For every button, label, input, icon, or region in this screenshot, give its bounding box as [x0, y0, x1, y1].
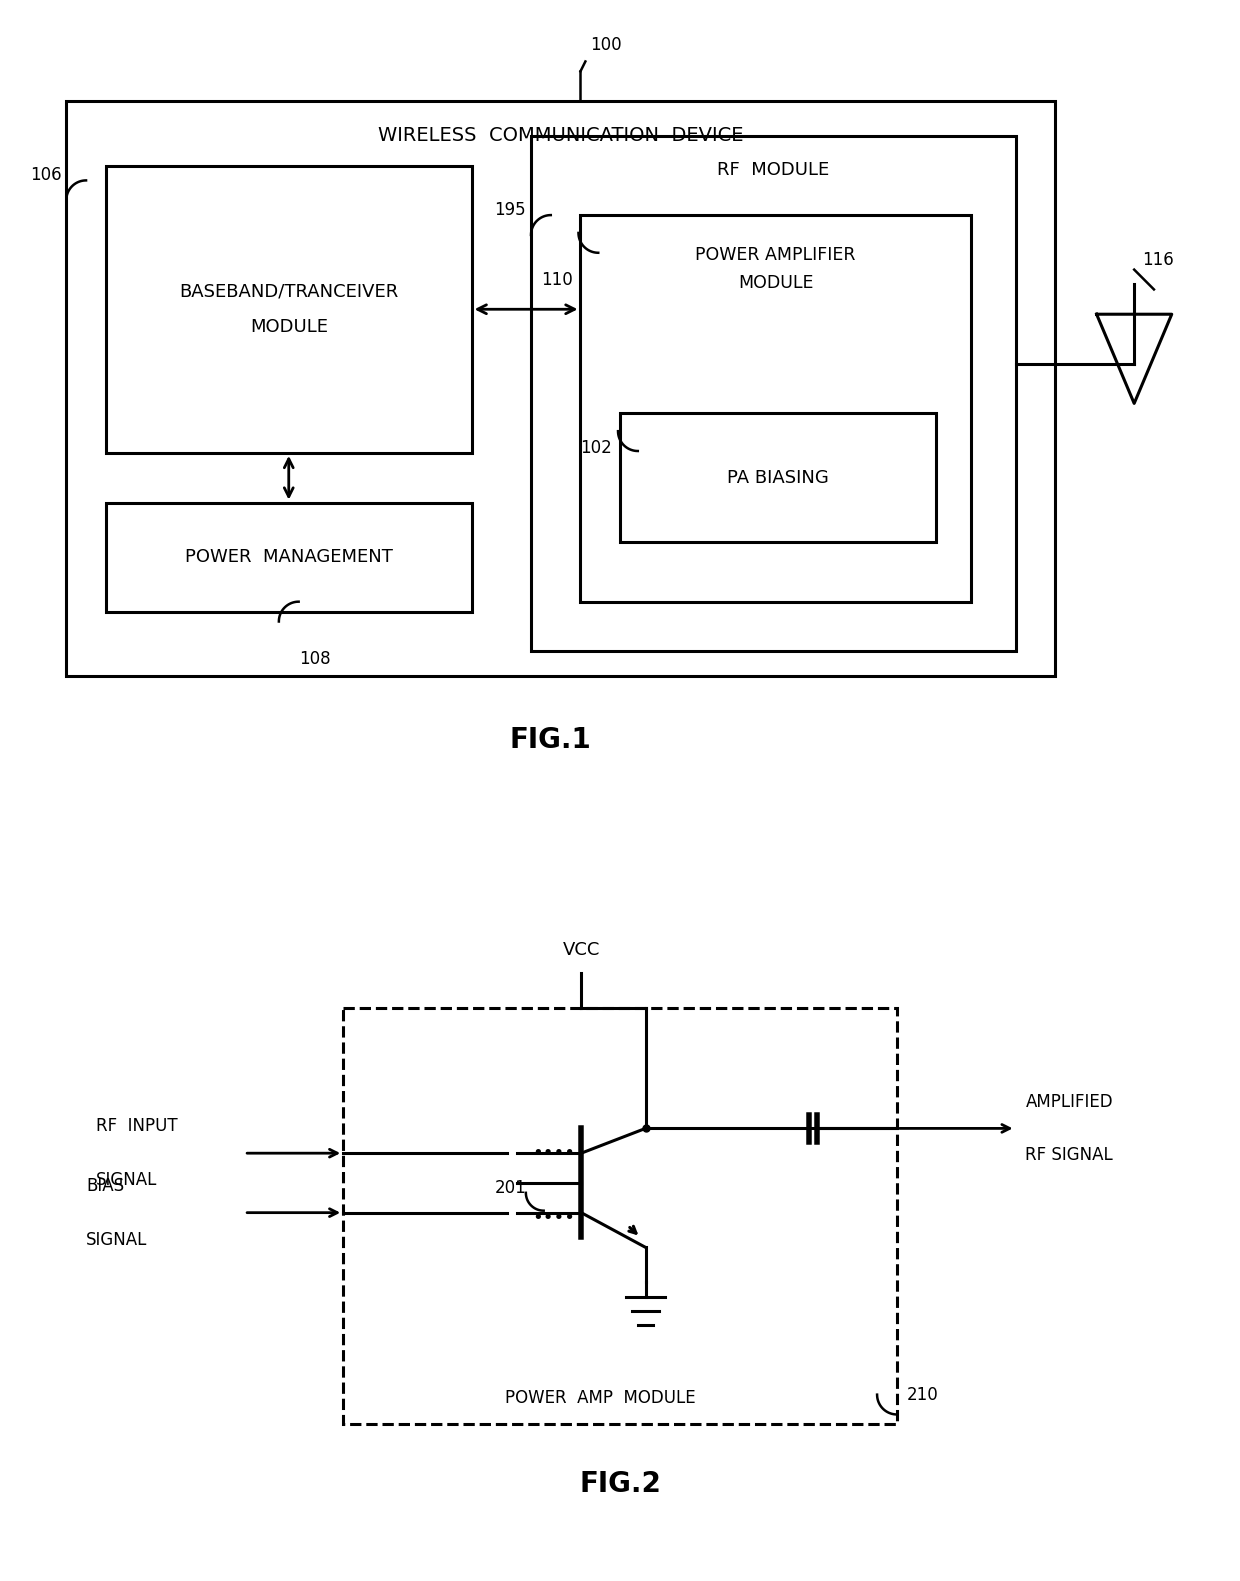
Text: 201: 201: [495, 1179, 527, 1197]
Text: 108: 108: [299, 650, 330, 669]
Text: SIGNAL: SIGNAL: [95, 1172, 157, 1189]
Text: MODULE: MODULE: [249, 318, 327, 337]
Text: VCC: VCC: [563, 941, 600, 958]
Text: POWER  AMP  MODULE: POWER AMP MODULE: [505, 1388, 696, 1407]
Text: POWER AMPLIFIER: POWER AMPLIFIER: [696, 245, 856, 264]
Text: PA BIASING: PA BIASING: [728, 470, 830, 487]
Text: 100: 100: [590, 35, 622, 54]
Text: ••••: ••••: [532, 1208, 575, 1227]
Text: RF  MODULE: RF MODULE: [717, 161, 830, 180]
FancyBboxPatch shape: [580, 215, 971, 602]
FancyBboxPatch shape: [620, 413, 936, 542]
Text: RF  INPUT: RF INPUT: [95, 1118, 177, 1135]
Text: MODULE: MODULE: [738, 274, 813, 291]
Text: RF SIGNAL: RF SIGNAL: [1025, 1146, 1114, 1164]
Text: SIGNAL: SIGNAL: [86, 1230, 148, 1249]
Text: 195: 195: [495, 201, 526, 220]
Text: BASEBAND/TRANCEIVER: BASEBAND/TRANCEIVER: [179, 283, 398, 300]
Text: 210: 210: [906, 1385, 939, 1404]
Text: ••••: ••••: [532, 1145, 575, 1162]
Text: FIG.2: FIG.2: [579, 1470, 661, 1497]
Text: 110: 110: [541, 270, 573, 288]
Text: 116: 116: [1142, 251, 1174, 269]
FancyBboxPatch shape: [105, 503, 471, 612]
Text: AMPLIFIED: AMPLIFIED: [1025, 1092, 1114, 1110]
Text: 106: 106: [30, 166, 61, 185]
Text: POWER  MANAGEMENT: POWER MANAGEMENT: [185, 549, 393, 566]
Text: FIG.1: FIG.1: [510, 726, 591, 754]
FancyBboxPatch shape: [105, 166, 471, 454]
Text: 102: 102: [580, 440, 613, 457]
Text: WIRELESS  COMMUNICATION  DEVICE: WIRELESS COMMUNICATION DEVICE: [378, 126, 744, 145]
FancyBboxPatch shape: [531, 136, 1016, 651]
FancyBboxPatch shape: [343, 1009, 897, 1424]
Text: BIAS: BIAS: [86, 1176, 124, 1195]
FancyBboxPatch shape: [66, 101, 1055, 677]
